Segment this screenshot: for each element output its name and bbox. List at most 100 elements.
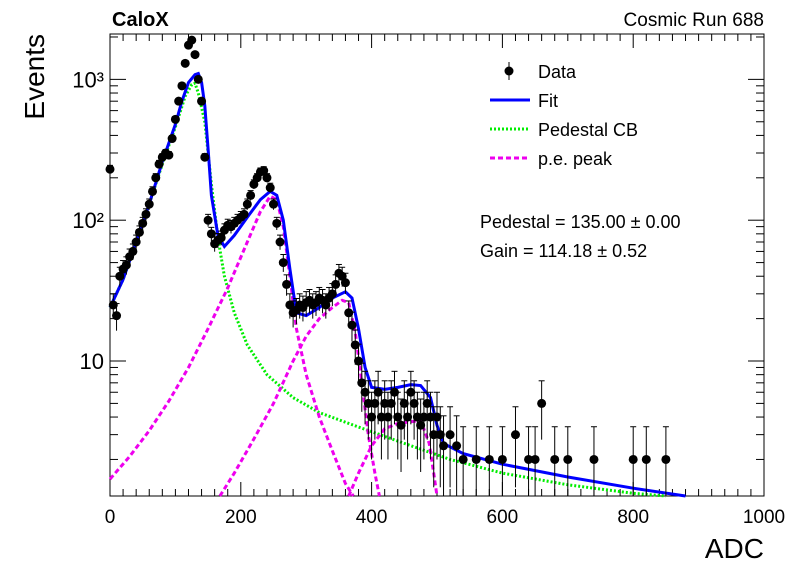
fit-curve (108, 71, 686, 498)
data-point (138, 218, 148, 228)
data-point (148, 186, 158, 196)
data-point (399, 398, 409, 408)
data-point (641, 454, 651, 464)
legend-label: Pedestal CB (538, 120, 638, 140)
data-point (344, 308, 354, 318)
data-point (321, 300, 331, 310)
x-tick-label: 0 (105, 507, 116, 528)
data-point (193, 74, 203, 84)
data-point (425, 412, 435, 422)
data-point (510, 430, 520, 440)
data-point (285, 300, 295, 310)
data-point (363, 398, 373, 408)
data-point (131, 237, 141, 247)
data-point (108, 300, 118, 310)
x-tick-label: 1000 (743, 507, 785, 528)
data-point (435, 430, 445, 440)
fit-curves (108, 71, 686, 498)
data-point (376, 412, 386, 422)
data-point (484, 454, 494, 464)
data-point (340, 278, 350, 288)
data-point (134, 227, 144, 237)
data-point (115, 271, 125, 281)
data-point (327, 289, 337, 299)
experiment-label: CaloX (112, 9, 169, 31)
data-point (471, 454, 481, 464)
data-point (180, 58, 190, 68)
data-point (403, 412, 413, 422)
data-point (530, 454, 540, 464)
data-point (550, 454, 560, 464)
x-tick-label: 400 (356, 507, 388, 528)
data-point (331, 279, 341, 289)
data-point (357, 378, 367, 388)
data-point (105, 164, 115, 174)
data-point (128, 246, 138, 256)
data-point (174, 96, 184, 106)
y-tick-label: 10 (80, 349, 104, 374)
data-point (187, 35, 197, 45)
x-tick-label: 200 (225, 507, 257, 528)
data-point (265, 183, 275, 193)
y-axis-label: Events (19, 34, 50, 120)
data-point (422, 398, 432, 408)
data-point (524, 454, 534, 464)
pedestal-cb-curve (108, 81, 667, 498)
data-point (190, 50, 200, 60)
data-point (396, 420, 406, 430)
data-point (269, 199, 278, 209)
data-point (383, 412, 393, 422)
x-tick-label: 800 (617, 507, 649, 528)
data-point (406, 387, 416, 397)
data-point (164, 150, 174, 160)
data-point (242, 199, 252, 209)
data-point (112, 311, 122, 321)
data-point (206, 229, 216, 239)
data-point (239, 209, 249, 219)
data-point (259, 166, 269, 176)
pe-peak-curve-2 (218, 298, 381, 497)
data-point (537, 398, 547, 408)
data-point (373, 387, 383, 397)
gain-stat: Gain = 114.18 ± 0.52 (480, 241, 647, 261)
legend-marker (504, 66, 514, 76)
data-point (170, 114, 180, 124)
data-point (563, 454, 573, 464)
data-point (370, 398, 380, 408)
x-axis: 0 200 400 600 800 1000 (105, 34, 785, 528)
data-point (141, 209, 151, 219)
legend-label: Data (538, 62, 577, 82)
data-point (154, 159, 164, 169)
data-point (216, 233, 226, 243)
data-point (282, 279, 292, 289)
data-point (203, 215, 213, 225)
data-point (197, 96, 207, 106)
data-point (380, 398, 390, 408)
data-point (589, 454, 599, 464)
data-point (177, 81, 187, 91)
data-point (262, 173, 272, 183)
y-tick-label: 10³ (72, 67, 104, 92)
data-point (272, 218, 282, 228)
data-point (347, 320, 357, 330)
data-point (144, 199, 154, 209)
data-point (661, 454, 671, 464)
data-point (497, 454, 507, 464)
data-point (278, 258, 288, 268)
data-point (389, 387, 399, 397)
data-point (200, 152, 210, 162)
data-point (412, 412, 422, 422)
x-tick-label: 600 (487, 507, 519, 528)
data-point (360, 387, 370, 397)
data-point (416, 420, 426, 430)
data-point (121, 260, 131, 270)
data-point (452, 441, 462, 451)
pedestal-stat: Pedestal = 135.00 ± 0.00 (480, 212, 681, 232)
y-tick-label: 10² (72, 208, 104, 233)
data-point (432, 412, 442, 422)
data-point (439, 441, 449, 451)
data-point (429, 430, 439, 440)
data-point (445, 430, 455, 440)
legend: Data Fit Pedestal CB p.e. peak (490, 62, 638, 169)
